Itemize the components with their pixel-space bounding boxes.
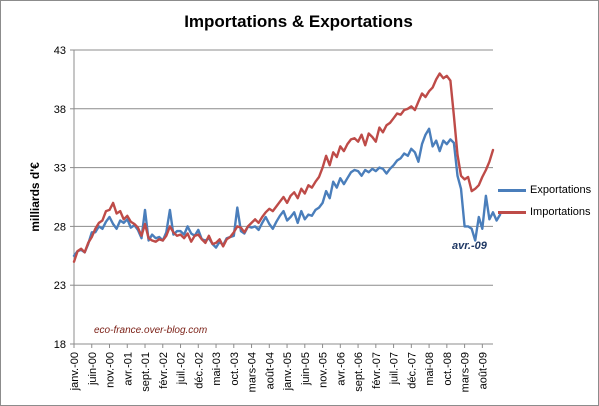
x-tick-label: sept.-06 [353,352,365,392]
x-tick-label: mars-04 [247,352,259,392]
annotation-label: avr.-09 [452,240,488,252]
series-line-importations [72,72,495,263]
y-tick-label: 23 [54,280,66,292]
y-axis-label: milliards d'€ [28,162,42,232]
y-tick-label: 18 [54,339,66,351]
x-tick-label: mai-08 [424,352,436,386]
legend-swatch-importations [498,210,526,214]
legend-swatch-exportations [498,188,526,192]
legend-item-exportations: Exportations [498,183,591,197]
x-tick-label: juil.-07 [389,352,401,385]
x-tick-label: déc.-02 [193,352,205,389]
y-tick-label: 33 [54,163,66,175]
x-tick-label: juin-05 [300,352,312,386]
y-tick-label: 43 [54,45,66,57]
x-tick-label: mars-09 [460,352,472,392]
chart-title: Importations & Exportations [184,12,413,31]
x-tick-label: déc.-07 [406,352,418,389]
source-note: eco-france.over-blog.com [94,325,207,336]
x-tick-label: janv.-05 [282,352,294,391]
x-tick-label: nov.-05 [318,352,330,388]
legend-label-importations: Importations [530,206,591,218]
legend-item-importations: Importations [498,205,591,219]
x-tick-label: oct.-08 [442,352,454,386]
series-lines [72,72,502,263]
x-tick-label: nov.-00 [105,352,117,388]
x-tick-label: févr.-02 [158,352,170,389]
x-tick-label: janv.-00 [69,352,81,391]
series-line-exportations [72,127,502,258]
y-tick-label: 38 [54,104,66,116]
x-tick-label: avr.-01 [122,352,134,386]
x-tick-label: févr.-07 [371,352,383,389]
x-tick-labels: janv.-00 juin-00 nov.-00 avr.-01 sept.-01 fév… [69,352,489,392]
x-tick-label: août-09 [477,352,489,389]
legend-label-exportations: Exportations [530,184,592,196]
x-tick-label: août-04 [264,352,276,389]
x-tick-label: juin-00 [87,352,99,386]
x-tick-label: oct.-03 [229,352,241,386]
y-tick-labels: 18 23 28 33 38 43 [54,45,66,351]
axes [70,49,493,348]
x-tick-label: juil.-02 [176,352,188,385]
y-tick-label: 28 [54,221,66,233]
x-tick-label: mai-03 [211,352,223,386]
x-tick-label: avr.-06 [335,352,347,386]
x-tick-label: sept.-01 [140,352,152,392]
